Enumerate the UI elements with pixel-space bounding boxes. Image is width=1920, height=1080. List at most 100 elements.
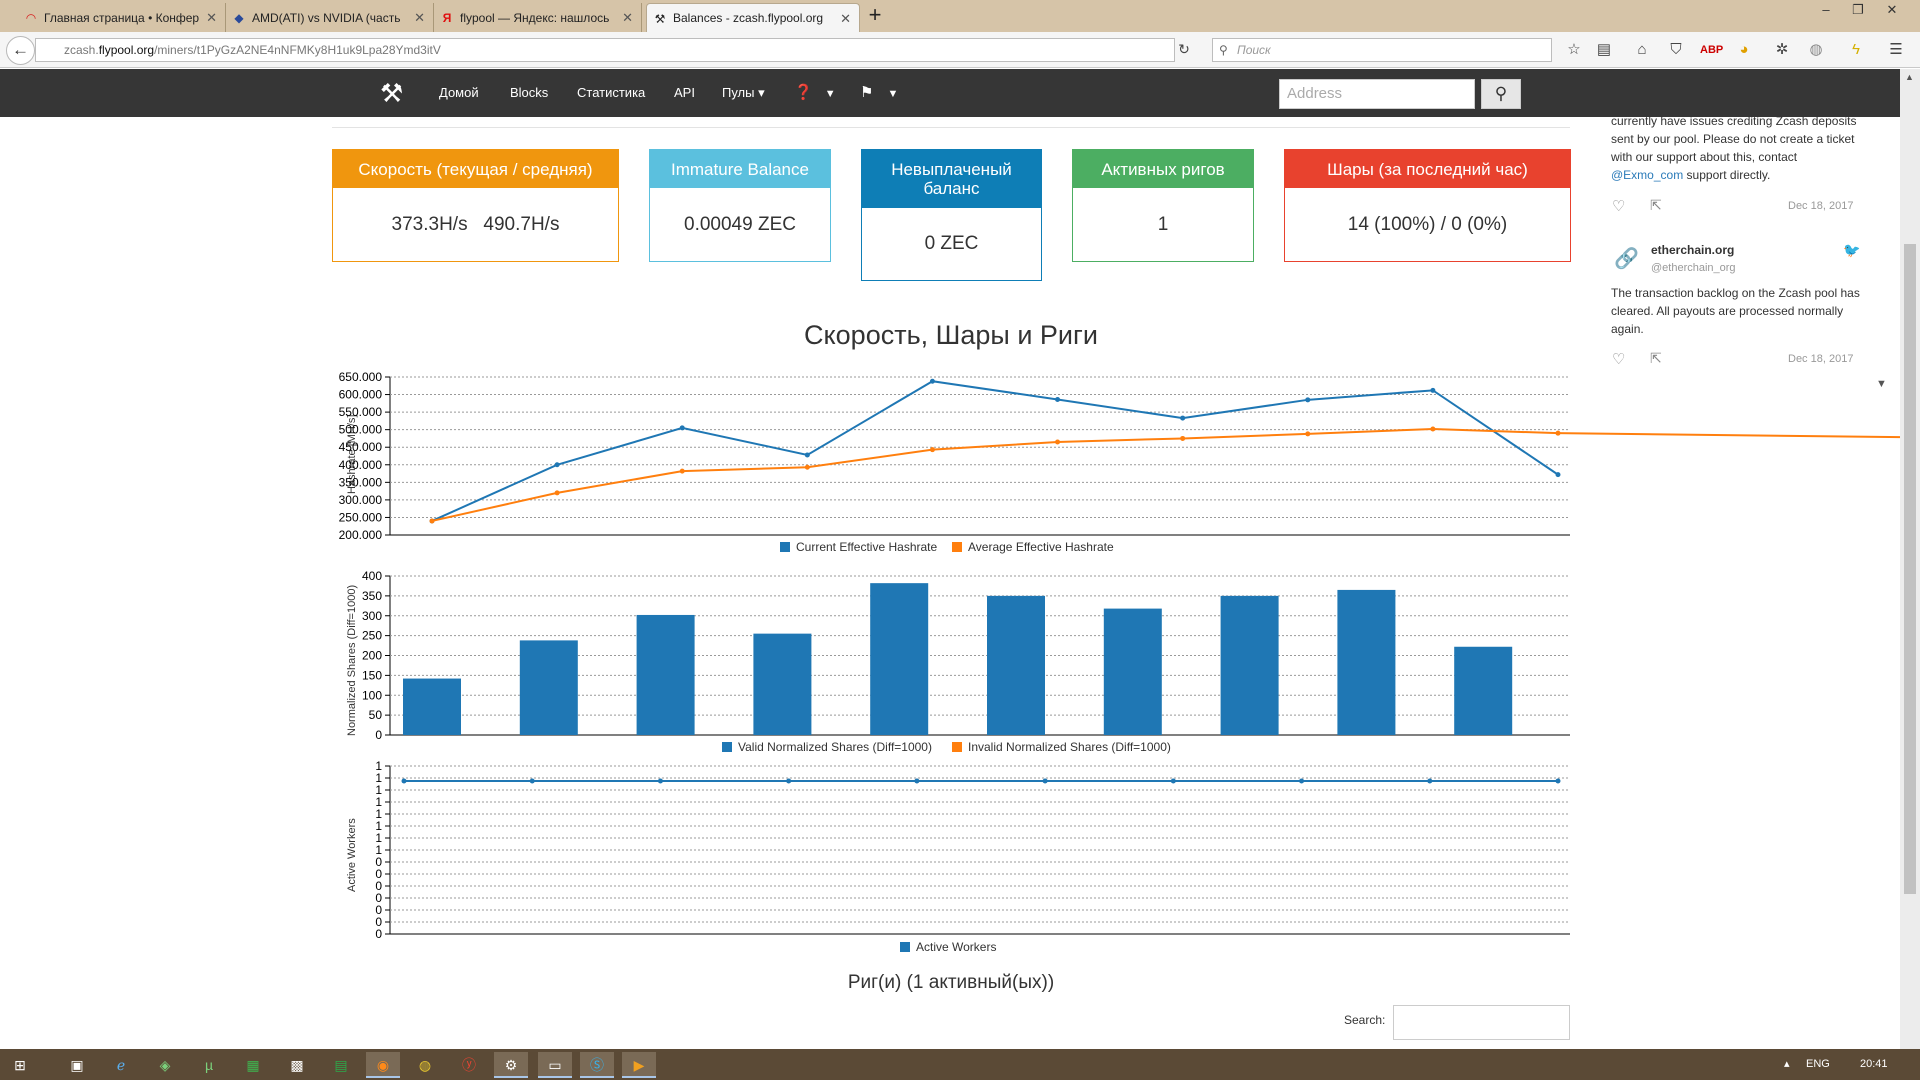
minimize-icon[interactable]: – [1822, 2, 1830, 17]
valid-shares-bar [753, 633, 812, 735]
valid-shares-bar [1337, 589, 1396, 735]
pickaxe-logo-icon[interactable]: ⚒ [380, 78, 404, 108]
workers-tick-label: 1 [375, 819, 382, 833]
menu-icon[interactable]: ☰ [1889, 41, 1903, 58]
active-workers-point [1427, 778, 1433, 784]
terminal-icon[interactable]: ▭ [538, 1052, 572, 1078]
windows-start-icon[interactable]: ⊞ [14, 1057, 26, 1073]
ie-icon[interactable]: ℯ [116, 1057, 126, 1073]
url-bar[interactable]: zcash.flypool.org/miners/t1PyGzA2NE4nNFM… [35, 38, 1175, 62]
shares-tick-label: 50 [369, 708, 383, 722]
reload-icon[interactable]: ↻ [1178, 41, 1190, 57]
nav-api[interactable]: API [674, 85, 695, 100]
tray-arrow-icon[interactable]: ▴ [1784, 1058, 1790, 1070]
gpu-tool-icon[interactable]: ◈ [159, 1057, 171, 1073]
heart-icon[interactable]: ♡ [1612, 351, 1626, 368]
language-indicator[interactable]: ENG [1806, 1058, 1830, 1070]
globe-icon[interactable]: ◍ [1809, 41, 1823, 58]
tab-konf[interactable]: ◠ Главная страница • Конфер ✕ [18, 3, 226, 32]
tab-amd-nvidia[interactable]: ◆ AMD(ATI) vs NVIDIA (часть ✕ [226, 3, 434, 32]
close-tab-icon[interactable]: ✕ [414, 10, 425, 25]
browser-search-input[interactable]: ⚲ Поиск [1212, 38, 1552, 62]
widget-scroll-down-icon[interactable]: ▼ [1876, 378, 1887, 390]
address-input[interactable]: Address [1279, 79, 1475, 109]
extension-puzzle-icon[interactable]: ✲ [1775, 41, 1789, 58]
tweet-mention-link[interactable]: @Exmo_com [1611, 168, 1684, 182]
caret-down-icon: ▾ [754, 85, 765, 100]
tweet-date: Dec 18, 2017 [1788, 353, 1854, 365]
tweet-author-name[interactable]: etherchain.org [1651, 243, 1735, 257]
chart-section-title: Скорость, Шары и Риги [804, 320, 1098, 350]
back-button[interactable]: ← [6, 36, 35, 65]
app-icon[interactable]: ▦ [246, 1057, 260, 1073]
home-icon[interactable]: ⌂ [1637, 41, 1647, 58]
address-search-button[interactable]: ⚲ [1481, 79, 1521, 109]
stat-header: Активных ригов [1073, 150, 1253, 188]
calculator-icon[interactable]: ▩ [290, 1057, 304, 1073]
valid-shares-bar [987, 595, 1045, 735]
nav-stats[interactable]: Статистика [577, 85, 646, 100]
legend-swatch [952, 542, 962, 552]
heart-icon[interactable]: ♡ [1612, 198, 1626, 215]
search-icon: ⚲ [1494, 84, 1508, 103]
site-header [0, 69, 1900, 117]
active-workers-point [786, 778, 792, 784]
scroll-up-icon[interactable]: ▲ [1905, 72, 1914, 82]
share-icon[interactable]: ⇱ [1650, 197, 1662, 213]
nav-home[interactable]: Домой [439, 85, 479, 100]
stat-active-rigs: Активных ригов 1 [1072, 149, 1254, 262]
bookmark-star-icon[interactable]: ☆ [1567, 41, 1581, 58]
steam-icon[interactable]: ⚙ [494, 1052, 528, 1078]
hashrate-tick-label: 250.000 [339, 510, 383, 524]
workers-tick-label: 1 [375, 771, 382, 785]
workers-tick-label: 1 [375, 843, 382, 857]
skype-icon[interactable]: Ⓢ [580, 1052, 614, 1078]
caret-down-icon: ▼ [887, 88, 899, 100]
clock[interactable]: 20:41 [1860, 1058, 1888, 1070]
stat-header: Immature Balance [650, 150, 830, 188]
charts-svg: 650.000 600.000 550.000 500.000 450.000 400.0… [339, 370, 1900, 941]
restore-icon[interactable]: ❐ [1852, 2, 1864, 17]
taskbar [0, 1049, 1920, 1080]
share-icon[interactable]: ⇱ [1650, 350, 1662, 366]
current-hashrate-point [804, 452, 810, 458]
yandex-browser-icon[interactable]: ⓨ [462, 1057, 476, 1073]
stat-value: 373.3H/s 490.7H/s [391, 214, 560, 235]
tab-yandex[interactable]: Я flypool — Яндекс: нашлось ✕ [434, 3, 642, 32]
adblock-icon[interactable]: ABP [1700, 44, 1724, 56]
close-tab-icon[interactable]: ✕ [840, 11, 851, 26]
utorrent-icon[interactable]: µ [204, 1057, 214, 1073]
close-window-icon[interactable]: ✕ [1886, 2, 1898, 17]
workers-tick-label: 0 [375, 855, 382, 869]
nav-pools[interactable]: Пулы ▾ [722, 85, 765, 100]
close-tab-icon[interactable]: ✕ [622, 10, 633, 25]
shares-tick-label: 200 [362, 649, 382, 663]
red-arc-icon: ◠ [25, 11, 37, 25]
legend-current-hashrate: Current Effective Hashrate [780, 540, 937, 554]
language-dropdown[interactable]: ⚑ ▼ [860, 69, 898, 117]
extension-bolt-icon[interactable]: ϟ [1852, 41, 1860, 58]
table-search-input[interactable] [1393, 1005, 1570, 1040]
media-player-icon[interactable]: ▶ [622, 1052, 656, 1078]
help-dropdown[interactable]: ❓ ▼ [794, 69, 836, 117]
store-icon[interactable]: ▣ [70, 1057, 84, 1073]
reading-list-icon[interactable]: ▤ [1596, 41, 1612, 58]
chrome-icon[interactable]: ◍ [418, 1057, 432, 1073]
pocket-icon[interactable]: ⛉ [1670, 41, 1682, 58]
spreadsheet-icon[interactable]: ▤ [334, 1057, 348, 1073]
nav-blocks[interactable]: Blocks [510, 85, 549, 100]
firefox-icon[interactable]: ◉ [366, 1052, 400, 1078]
question-circle-icon: ❓ [794, 84, 813, 101]
valid-shares-bar [1220, 595, 1279, 735]
extension-color-icon[interactable]: ◕ [1739, 41, 1749, 58]
close-tab-icon[interactable]: ✕ [206, 10, 217, 25]
workers-tick-label: 0 [375, 867, 382, 881]
stat-shares: Шары (за последний час) 14 (100%) / 0 (0… [1284, 149, 1571, 262]
tab-balances[interactable]: ⚒ Balances - zcash.flypool.org ✕ [646, 3, 860, 32]
valid-shares-bar [403, 678, 461, 735]
current-hashrate-point [1180, 415, 1186, 421]
new-tab-button[interactable]: + [868, 2, 882, 27]
tweet-author-handle[interactable]: @etherchain_org [1651, 262, 1736, 274]
average-hashrate-line [431, 427, 1559, 522]
page-scrollbar-thumb[interactable] [1904, 244, 1916, 894]
